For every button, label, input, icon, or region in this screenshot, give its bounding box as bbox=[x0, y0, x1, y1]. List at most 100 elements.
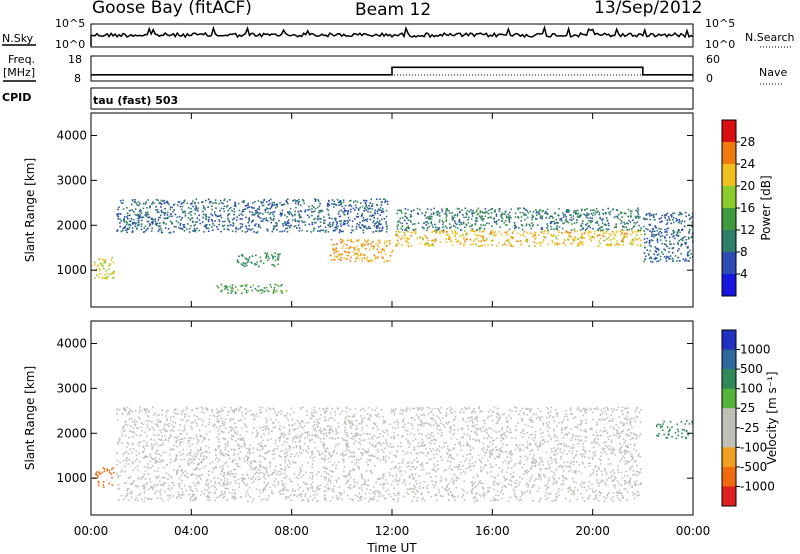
power-colorbar-tick-label: 8 bbox=[740, 245, 748, 259]
velocity-echo-cell bbox=[501, 486, 503, 489]
power-echo-cell bbox=[659, 230, 661, 233]
power-echo-cell bbox=[417, 213, 419, 215]
power-echo-cell bbox=[654, 226, 657, 228]
power-echo-cell bbox=[210, 213, 212, 215]
power-echo-cell bbox=[332, 221, 334, 224]
power-echo-cell bbox=[132, 218, 135, 221]
power-echo-cell bbox=[262, 262, 265, 264]
velocity-echo-cell bbox=[435, 470, 438, 473]
power-echo-cell bbox=[116, 230, 118, 232]
power-echo-cell bbox=[377, 225, 379, 227]
velocity-echo-cell bbox=[534, 465, 536, 468]
power-echo-cell bbox=[535, 217, 537, 220]
power-echo-cell bbox=[298, 220, 300, 223]
velocity-echo-cell bbox=[270, 438, 272, 440]
velocity-echo-cell bbox=[242, 478, 244, 480]
velocity-echo-cell bbox=[548, 416, 551, 418]
power-echo-cell bbox=[474, 243, 477, 245]
velocity-echo-cell bbox=[377, 491, 380, 493]
velocity-echo-cell bbox=[304, 437, 306, 439]
power-echo-cell bbox=[257, 223, 260, 226]
power-echo-cell bbox=[140, 219, 143, 222]
power-echo-cell bbox=[553, 222, 556, 225]
power-echo-cell bbox=[340, 225, 342, 227]
power-echo-cell bbox=[636, 231, 638, 233]
velocity-echo-cell bbox=[224, 444, 227, 446]
velocity-echo-cell bbox=[294, 441, 297, 443]
cpid-value: tau (fast) 503 bbox=[93, 94, 178, 107]
velocity-echo-cell bbox=[624, 417, 627, 420]
velocity-echo-cell bbox=[218, 427, 221, 430]
power-echo-cell bbox=[324, 231, 327, 233]
power-echo-cell bbox=[295, 200, 297, 202]
power-echo-cell bbox=[517, 232, 519, 235]
power-echo-cell bbox=[688, 230, 690, 232]
power-echo-cell bbox=[673, 230, 675, 233]
power-echo-cell bbox=[172, 231, 175, 233]
velocity-echo-cell bbox=[610, 497, 612, 500]
power-echo-cell bbox=[477, 245, 480, 247]
velocity-echo-cell bbox=[279, 429, 281, 431]
power-echo-cell bbox=[567, 232, 570, 234]
power-echo-cell bbox=[495, 213, 498, 216]
power-echo-cell bbox=[175, 220, 178, 222]
power-echo-cell bbox=[257, 290, 260, 292]
velocity-echo-cell bbox=[550, 447, 553, 450]
power-echo-cell bbox=[357, 240, 359, 242]
power-echo-cell bbox=[338, 231, 341, 234]
power-echo-cell bbox=[361, 224, 363, 226]
velocity-echo-cell bbox=[132, 427, 134, 429]
power-echo-cell bbox=[398, 220, 400, 222]
velocity-echo-cell bbox=[351, 461, 353, 463]
velocity-echo-cell bbox=[585, 422, 587, 424]
power-echo-cell bbox=[493, 231, 495, 234]
velocity-echo-cell bbox=[254, 461, 257, 463]
velocity-echo-cell bbox=[510, 460, 513, 462]
power-echo-cell bbox=[243, 288, 246, 290]
velocity-echo-cell bbox=[506, 421, 509, 423]
power-echo-cell bbox=[666, 227, 668, 230]
velocity-echo-cell bbox=[586, 408, 589, 411]
power-echo-cell bbox=[396, 234, 399, 237]
velocity-echo-cell bbox=[542, 422, 544, 424]
power-echo-cell bbox=[385, 259, 388, 262]
power-echo-cell bbox=[265, 254, 268, 256]
velocity-echo-cell bbox=[571, 490, 573, 493]
velocity-echo-cell bbox=[487, 434, 490, 437]
velocity-echo-cell bbox=[184, 437, 186, 440]
velocity-echo-cell bbox=[360, 452, 362, 454]
velocity-echo-cell bbox=[201, 474, 203, 476]
velocity-echo-cell bbox=[470, 465, 472, 467]
velocity-echo-cell bbox=[527, 486, 529, 488]
velocity-echo-cell bbox=[185, 406, 188, 409]
velocity-echo-cell bbox=[436, 424, 438, 427]
velocity-echo-cell bbox=[235, 407, 238, 410]
velocity-echo-cell bbox=[572, 433, 574, 436]
power-echo-cell bbox=[437, 210, 439, 213]
velocity-echo-cell bbox=[263, 475, 265, 478]
power-echo-cell bbox=[672, 247, 675, 249]
velocity-echo-cell bbox=[368, 500, 370, 503]
power-echo-cell bbox=[331, 199, 334, 201]
velocity-echo-cell bbox=[390, 410, 393, 413]
power-echo-cell bbox=[571, 223, 573, 225]
velocity-echo-cell bbox=[207, 446, 210, 449]
power-echo-cell bbox=[576, 209, 579, 212]
velocity-echo-cell bbox=[599, 494, 601, 497]
power-echo-cell bbox=[280, 215, 283, 217]
power-echo-cell bbox=[312, 229, 315, 232]
velocity-echo-cell bbox=[147, 462, 149, 465]
velocity-echo-cell bbox=[300, 493, 303, 495]
power-echo-cell bbox=[338, 258, 340, 261]
velocity-echo-cell bbox=[508, 408, 511, 411]
velocity-echo-cell bbox=[254, 478, 257, 480]
power-echo-cell bbox=[626, 222, 628, 225]
velocity-echo-cell bbox=[446, 445, 449, 447]
power-echo-cell bbox=[481, 217, 484, 220]
velocity-echo-cell bbox=[576, 450, 578, 453]
velocity-echo-cell bbox=[382, 435, 384, 437]
power-echo-cell bbox=[118, 206, 120, 209]
power-echo-cell bbox=[553, 243, 556, 246]
power-echo-cell bbox=[672, 219, 674, 221]
power-echo-cell bbox=[677, 243, 679, 246]
